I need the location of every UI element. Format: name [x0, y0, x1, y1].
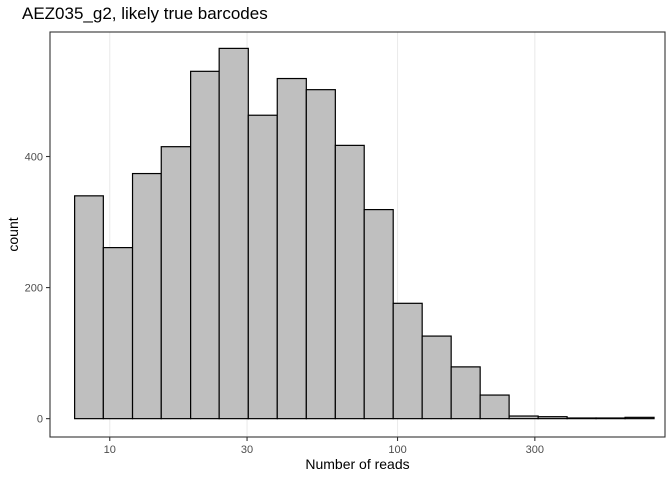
- histogram-bar-4: [160, 146, 192, 420]
- y-axis-ticks: 0 200 400: [25, 152, 50, 426]
- histogram-bar-7: [247, 114, 278, 420]
- histogram-bar-10: [334, 144, 365, 420]
- histogram-bars: [74, 47, 655, 420]
- histogram-bar-14: [450, 366, 481, 420]
- histogram-bar-16: [508, 415, 539, 420]
- histogram-bar-18: [566, 417, 597, 420]
- y-axis-title: count: [5, 217, 21, 251]
- histogram-bar-2: [102, 247, 134, 420]
- x-axis-ticks: 10 30 100 300: [104, 437, 544, 456]
- x-tick-label-10: 10: [104, 444, 116, 456]
- y-tick-label-0: 0: [37, 414, 43, 426]
- histogram-bar-12: [392, 302, 423, 420]
- histogram-bar-20: [624, 416, 655, 420]
- histogram-bar-5: [190, 70, 220, 420]
- y-tick-label-200: 200: [25, 283, 43, 295]
- histogram-bar-11: [363, 208, 394, 420]
- histogram-bar-13: [421, 335, 452, 420]
- histogram-bar-15: [479, 394, 510, 420]
- x-tick-label-300: 300: [526, 444, 544, 456]
- histogram-bar-19: [595, 417, 626, 420]
- histogram-bar-3: [131, 172, 162, 420]
- histogram-bar-9: [305, 89, 336, 420]
- histogram-bar-17: [537, 416, 568, 420]
- y-tick-label-400: 400: [25, 152, 43, 164]
- histogram-bar-6: [218, 47, 249, 420]
- x-axis-title: Number of reads: [305, 456, 409, 472]
- chart-title: AEZ035_g2, likely true barcodes: [22, 4, 268, 23]
- x-tick-label-30: 30: [241, 444, 253, 456]
- plot-panel-border: [49, 31, 666, 438]
- histogram-bar-1: [74, 195, 104, 420]
- x-tick-label-100: 100: [388, 444, 406, 456]
- histogram-bar-8: [276, 77, 307, 420]
